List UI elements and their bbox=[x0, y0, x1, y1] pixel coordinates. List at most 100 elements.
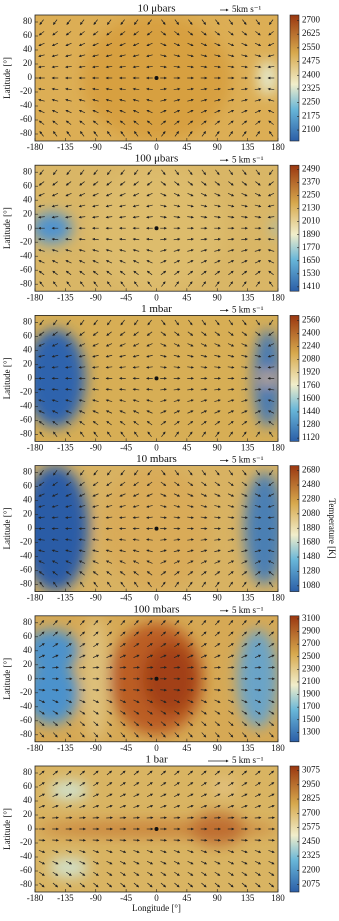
wind-arrow bbox=[241, 120, 248, 125]
wind-arrow bbox=[214, 793, 221, 798]
wind-arrow bbox=[65, 249, 72, 252]
wind-arrow bbox=[106, 782, 113, 787]
wind-arrow bbox=[160, 237, 167, 241]
wind-arrow bbox=[187, 98, 194, 102]
wind-arrow bbox=[241, 331, 248, 336]
wind-arrow bbox=[228, 782, 234, 787]
colorbar bbox=[289, 164, 300, 292]
wind-arrow bbox=[147, 620, 153, 626]
wind-arrow bbox=[133, 871, 140, 876]
wind-arrow bbox=[227, 109, 235, 114]
y-tick-label: 20 bbox=[23, 208, 33, 218]
wind-arrow bbox=[254, 860, 262, 865]
wind-arrow bbox=[201, 331, 207, 336]
wind-arrow bbox=[241, 850, 248, 854]
wind-arrow bbox=[187, 481, 194, 487]
wind-arrow bbox=[200, 654, 208, 658]
field-blur bbox=[35, 615, 278, 742]
wind-arrow bbox=[120, 770, 126, 776]
wind-arrow bbox=[187, 654, 194, 658]
wind-arrow bbox=[268, 732, 274, 738]
x-tick-label: 90 bbox=[213, 142, 223, 152]
wind-arrow bbox=[106, 721, 113, 727]
wind-arrow bbox=[173, 399, 181, 402]
wind-arrow bbox=[227, 98, 235, 102]
wind-arrow bbox=[267, 493, 275, 497]
wind-arrow bbox=[174, 882, 180, 888]
x-tick-label: 45 bbox=[182, 442, 192, 452]
wind-arrow bbox=[51, 54, 59, 58]
wind-arrow bbox=[78, 343, 86, 347]
wind-arrow bbox=[241, 516, 248, 519]
wind-arrow bbox=[38, 505, 45, 508]
wind-arrow bbox=[105, 388, 113, 391]
wind-arrow bbox=[65, 654, 73, 658]
wind-arrow bbox=[78, 249, 86, 252]
wind-arrow bbox=[119, 793, 127, 798]
wind-arrow bbox=[146, 331, 153, 336]
wind-arrow bbox=[80, 469, 85, 476]
y-tick-label: 40 bbox=[23, 495, 33, 505]
wind-arrow bbox=[120, 782, 126, 787]
wind-arrow bbox=[38, 31, 45, 36]
wind-arrow bbox=[39, 620, 45, 626]
wind-arrow bbox=[65, 850, 73, 854]
wind-arrow bbox=[214, 804, 221, 808]
wind-arrow bbox=[241, 804, 248, 808]
wind-arrow bbox=[173, 793, 181, 798]
wind-arrow bbox=[92, 42, 99, 47]
wind-arrow bbox=[160, 493, 167, 497]
wind-arrow bbox=[228, 882, 234, 888]
wind-arrow bbox=[39, 770, 45, 776]
wind-arrow bbox=[133, 631, 140, 637]
wind-arrow bbox=[227, 560, 235, 564]
wind-arrow bbox=[92, 270, 99, 276]
wind-arrow bbox=[105, 260, 113, 264]
wind-arrow bbox=[227, 793, 235, 798]
wind-arrow bbox=[241, 42, 248, 47]
colorbar-tick-label: 2075 bbox=[302, 879, 321, 889]
wind-arrow bbox=[254, 260, 262, 264]
wind-arrow bbox=[255, 319, 260, 326]
y-tick-label: -80 bbox=[20, 729, 32, 739]
y-tick-label: 40 bbox=[23, 194, 33, 204]
wind-arrow bbox=[268, 699, 275, 703]
wind-arrow bbox=[146, 193, 153, 197]
wind-arrow bbox=[160, 204, 167, 208]
wind-arrow bbox=[174, 732, 180, 738]
wind-arrow bbox=[79, 732, 85, 738]
wind-arrow bbox=[160, 871, 167, 876]
wind-arrow bbox=[215, 19, 220, 25]
wind-arrow bbox=[173, 388, 181, 391]
wind-arrow bbox=[92, 654, 100, 658]
wind-arrow bbox=[38, 270, 45, 276]
wind-arrow bbox=[105, 98, 113, 102]
wind-arrow bbox=[51, 215, 59, 219]
wind-arrow bbox=[268, 882, 275, 888]
wind-arrow bbox=[93, 19, 98, 25]
wind-arrow bbox=[228, 481, 234, 487]
wind-arrow bbox=[52, 654, 59, 658]
wind-arrow bbox=[187, 882, 194, 888]
colorbar-tick-label: 1900 bbox=[302, 689, 321, 699]
wind-arrow bbox=[214, 481, 221, 487]
y-tick-label: -40 bbox=[20, 701, 32, 711]
wind-arrow bbox=[106, 732, 112, 738]
wind-arrow bbox=[92, 354, 99, 358]
wind-arrow bbox=[79, 850, 86, 854]
wind-arrow bbox=[105, 65, 113, 69]
x-tick-label: 0 bbox=[154, 442, 159, 452]
wind-arrow bbox=[38, 54, 45, 58]
wind-arrow bbox=[132, 560, 140, 564]
wind-arrow bbox=[214, 215, 221, 219]
wind-arrow bbox=[39, 431, 44, 438]
wind-arrow bbox=[174, 169, 179, 176]
wind-arrow bbox=[214, 54, 221, 58]
wind-arrow bbox=[120, 721, 126, 727]
wind-arrow bbox=[268, 860, 275, 865]
wind-arrow bbox=[65, 331, 72, 336]
wind-arrow bbox=[227, 215, 235, 219]
wind-arrow bbox=[173, 215, 181, 219]
wind-arrow bbox=[255, 431, 260, 438]
wind-arrow bbox=[227, 399, 235, 402]
